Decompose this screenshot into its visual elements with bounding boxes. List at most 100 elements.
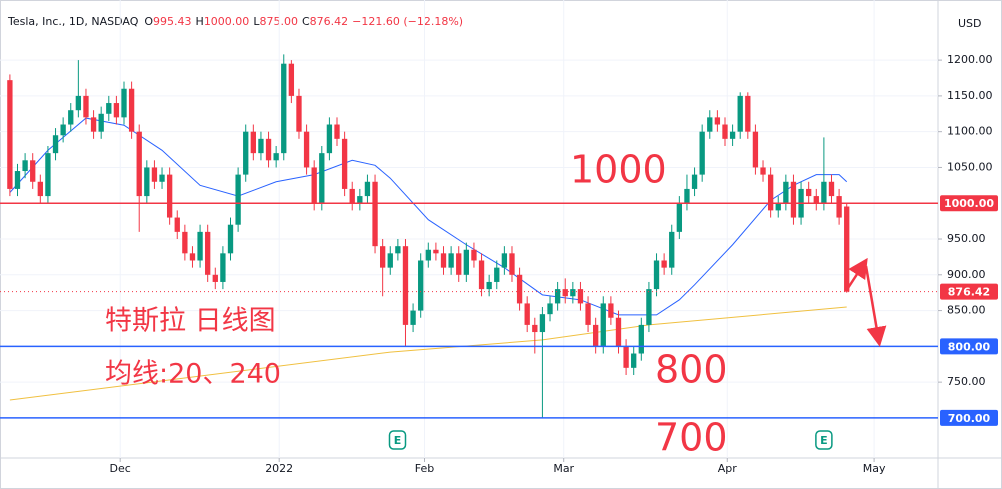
candle-body	[570, 289, 576, 297]
candle-body	[372, 181, 378, 247]
candle-body	[532, 324, 538, 333]
candle-body	[7, 80, 13, 189]
arrow	[846, 257, 868, 289]
candle-body	[783, 181, 789, 204]
candle-body	[425, 249, 431, 261]
header: Tesla, Inc., 1D, NASDAQ O995.43 H1000.00L 8…	[7, 15, 463, 28]
candle-body	[364, 181, 371, 197]
y-tick-label: 1200.00	[947, 53, 993, 66]
candle-body	[593, 324, 599, 347]
candle-body	[75, 95, 82, 111]
candle-body	[752, 131, 759, 168]
candle-body	[182, 231, 188, 254]
candle-body	[106, 103, 112, 114]
x-tick-label: Dec	[110, 462, 131, 475]
candle-body	[806, 188, 812, 197]
candle-body	[661, 260, 667, 268]
x-tick-label: Feb	[415, 462, 434, 475]
earnings-label: E	[820, 434, 828, 447]
candle-body	[281, 63, 287, 154]
candle-body	[828, 181, 835, 197]
candle-body	[585, 303, 591, 325]
candle-body	[433, 249, 439, 254]
candle-body	[296, 95, 302, 132]
candle-body	[691, 174, 698, 189]
candle-body	[486, 281, 492, 290]
price-label: 700.00	[948, 412, 991, 425]
ohlc-key: C	[302, 15, 310, 28]
candle-body	[638, 324, 644, 354]
candle-body	[524, 303, 530, 325]
candle-body	[821, 181, 827, 204]
candle-body	[608, 303, 614, 318]
candle-body	[243, 131, 249, 175]
candle-body	[220, 253, 226, 282]
candle-body	[676, 203, 683, 232]
y-tick-label: 750.00	[947, 375, 986, 388]
x-tick-label: Mar	[553, 462, 574, 475]
candle-body	[775, 203, 781, 211]
candle-body	[790, 181, 797, 218]
candle-body	[669, 231, 675, 268]
candle-body	[456, 253, 462, 275]
candle-body	[646, 289, 652, 325]
ohlc-value: 995.43	[153, 15, 192, 28]
candle-body	[737, 95, 743, 132]
candle-body	[729, 131, 736, 139]
candle-body	[22, 160, 28, 172]
ohlc-key: L	[253, 15, 260, 28]
ohlc-value: 876.42	[310, 15, 349, 28]
candle-body	[144, 167, 150, 197]
candle-body	[121, 88, 127, 118]
candle-body	[37, 181, 43, 197]
candle-body	[562, 289, 568, 297]
candle-body	[653, 260, 660, 290]
candle-body	[166, 174, 173, 218]
candle-body	[14, 171, 21, 189]
ohlc-key: O	[144, 15, 153, 28]
candle-body	[623, 346, 629, 368]
candle-body	[288, 63, 295, 96]
candle-body	[760, 167, 766, 175]
candle-body	[547, 303, 553, 315]
annotation: 特斯拉 日线图	[105, 306, 276, 337]
candle-body	[334, 124, 340, 139]
candle-body	[440, 253, 447, 268]
price-label-box	[940, 283, 998, 300]
price-label: 1000.00	[944, 197, 994, 210]
candle-body	[501, 253, 508, 268]
candle-body	[174, 217, 180, 232]
candle-body	[205, 231, 211, 275]
candle-body	[615, 317, 622, 347]
candle-body	[463, 249, 469, 275]
candle-body	[98, 113, 104, 132]
candle-body	[341, 138, 348, 189]
candle-body	[250, 131, 256, 154]
candle-body	[722, 124, 728, 139]
candle-body	[539, 314, 546, 333]
candle-body	[448, 253, 454, 268]
candle-body	[319, 153, 325, 204]
candle-body	[30, 160, 36, 182]
candle-body	[235, 174, 241, 225]
candle-body	[159, 174, 165, 182]
candle-body	[128, 88, 135, 132]
x-tick-label: Apr	[718, 462, 738, 475]
candle-body	[387, 253, 393, 268]
annotation: 1000	[570, 148, 667, 192]
earnings-label: E	[394, 434, 402, 447]
price-label-box	[940, 195, 998, 212]
candle-body	[577, 289, 584, 304]
y-tick-label: 1050.00	[947, 160, 993, 173]
candle-body	[813, 196, 819, 204]
earnings-icon	[388, 430, 407, 450]
candle-body	[303, 131, 310, 168]
candle-body	[68, 110, 74, 125]
price-label: 800.00	[948, 340, 991, 353]
candle-body	[554, 289, 561, 304]
candle-body	[516, 274, 523, 304]
symbol: Tesla, Inc., 1D, NASDAQ	[7, 15, 139, 28]
change: −121.60 (−12.18%)	[352, 15, 463, 28]
price-label: 876.42	[948, 286, 990, 299]
